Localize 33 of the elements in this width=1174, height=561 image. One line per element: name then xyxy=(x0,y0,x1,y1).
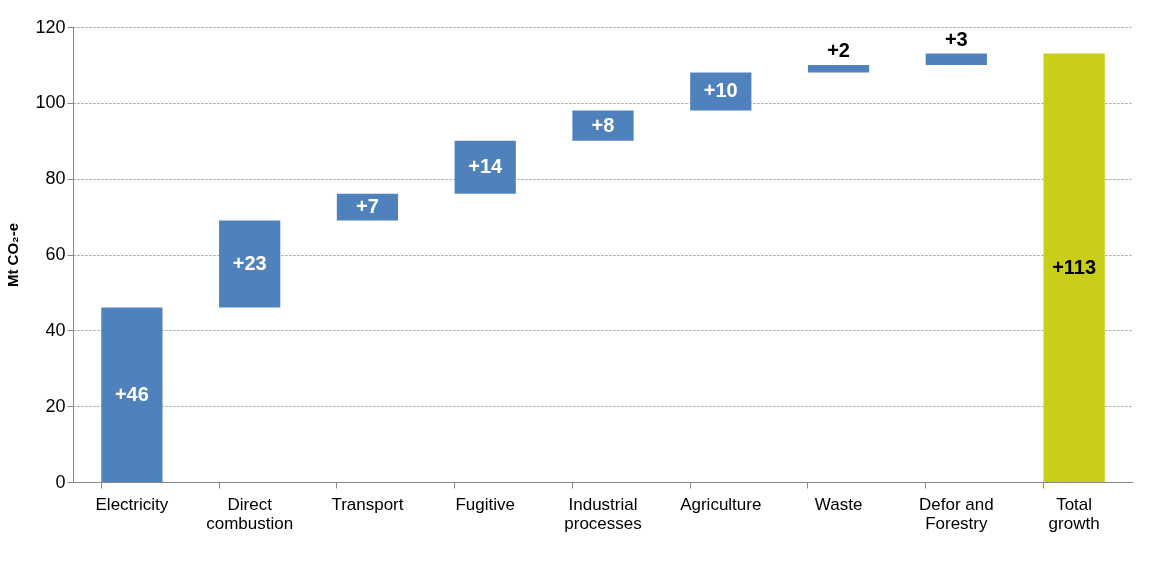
x-tick-label: Fugitive xyxy=(455,494,515,514)
bar xyxy=(101,307,163,482)
data-label: +10 xyxy=(703,79,738,102)
x-tick-label: Defor and Forestry xyxy=(919,494,994,533)
y-tick-label: 120 xyxy=(35,16,66,37)
y-tick-label: 20 xyxy=(45,395,66,416)
data-label: +7 xyxy=(356,195,379,218)
y-tick-label: 0 xyxy=(55,471,66,492)
y-tick-label: 80 xyxy=(45,168,66,189)
bar xyxy=(572,110,634,141)
bar xyxy=(925,53,987,65)
x-tick-label: Waste xyxy=(814,494,863,514)
bar xyxy=(1043,53,1105,482)
data-label: +113 xyxy=(1052,255,1097,278)
bar xyxy=(219,220,281,308)
bar xyxy=(454,140,516,194)
y-axis-title: Mt CO₂-e xyxy=(4,222,22,288)
bar xyxy=(807,64,870,73)
data-label: +8 xyxy=(591,113,615,136)
y-tick-label: 100 xyxy=(35,92,66,113)
x-tick-label: Electricity xyxy=(95,494,169,514)
data-label: +46 xyxy=(114,382,149,405)
data-label: +23 xyxy=(232,251,267,274)
x-tick-label: Total growth xyxy=(1048,494,1100,533)
x-tick-label: Direct combustion xyxy=(206,494,294,533)
x-tick-label: Industrial processes xyxy=(564,494,642,533)
x-tick-label: Transport xyxy=(331,494,404,514)
data-label: +3 xyxy=(944,27,968,50)
data-label: +2 xyxy=(827,38,850,61)
y-tick-label: 60 xyxy=(45,244,66,264)
data-label: +14 xyxy=(468,155,504,178)
x-tick-label: Agriculture xyxy=(680,494,762,514)
y-tick-label: 40 xyxy=(45,319,66,340)
